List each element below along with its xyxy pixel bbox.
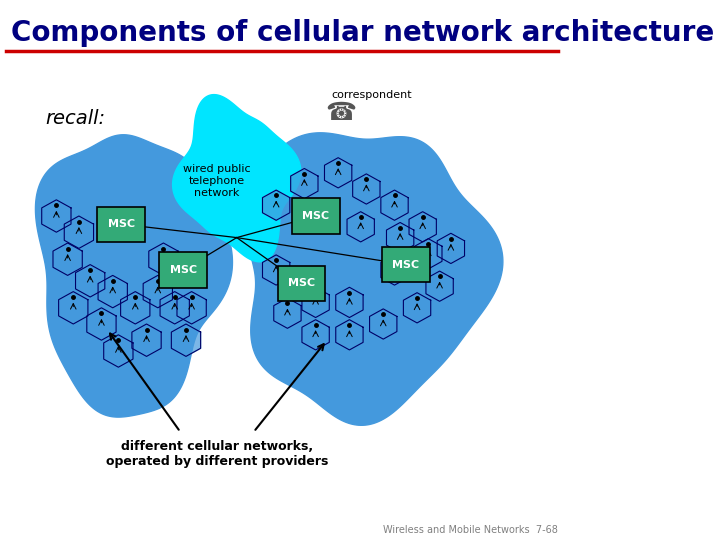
Text: Components of cellular network architecture: Components of cellular network architect… — [12, 19, 714, 47]
Polygon shape — [325, 158, 352, 188]
Polygon shape — [274, 298, 301, 328]
Text: correspondent: correspondent — [332, 90, 413, 99]
Polygon shape — [121, 292, 150, 324]
Polygon shape — [263, 255, 290, 285]
Polygon shape — [291, 168, 318, 199]
Polygon shape — [76, 265, 105, 297]
Polygon shape — [437, 233, 464, 264]
FancyBboxPatch shape — [278, 266, 325, 301]
Text: MSC: MSC — [302, 211, 329, 221]
Text: recall:: recall: — [45, 109, 105, 129]
Polygon shape — [35, 135, 233, 417]
Text: different cellular networks,
operated by different providers: different cellular networks, operated by… — [106, 440, 328, 468]
Polygon shape — [149, 243, 178, 275]
Polygon shape — [245, 133, 503, 426]
Polygon shape — [353, 174, 380, 204]
Polygon shape — [132, 324, 161, 356]
Polygon shape — [173, 94, 301, 262]
Text: MSC: MSC — [392, 260, 419, 269]
Polygon shape — [53, 243, 82, 275]
Polygon shape — [381, 255, 408, 285]
Polygon shape — [403, 293, 431, 323]
Polygon shape — [143, 275, 173, 308]
Polygon shape — [381, 190, 408, 220]
Text: MSC: MSC — [107, 219, 135, 229]
Polygon shape — [387, 222, 414, 253]
Polygon shape — [87, 308, 116, 340]
Polygon shape — [302, 320, 329, 350]
Polygon shape — [263, 190, 290, 220]
Text: ☎: ☎ — [325, 102, 356, 125]
Polygon shape — [336, 287, 363, 318]
Polygon shape — [171, 324, 201, 356]
Polygon shape — [369, 309, 397, 339]
Polygon shape — [426, 271, 454, 301]
Polygon shape — [415, 239, 442, 269]
Polygon shape — [42, 200, 71, 232]
Polygon shape — [302, 287, 329, 318]
FancyBboxPatch shape — [382, 247, 430, 282]
FancyBboxPatch shape — [97, 206, 145, 241]
Polygon shape — [58, 292, 88, 324]
Polygon shape — [64, 216, 94, 248]
Text: Wireless and Mobile Networks  7-68: Wireless and Mobile Networks 7-68 — [383, 524, 558, 535]
Polygon shape — [336, 320, 363, 350]
FancyBboxPatch shape — [292, 198, 340, 233]
Polygon shape — [177, 292, 206, 324]
Polygon shape — [98, 275, 127, 308]
Polygon shape — [409, 212, 436, 242]
Text: MSC: MSC — [170, 265, 197, 275]
Polygon shape — [104, 335, 133, 367]
Text: MSC: MSC — [288, 279, 315, 288]
Polygon shape — [347, 212, 374, 242]
FancyBboxPatch shape — [159, 252, 207, 287]
Polygon shape — [160, 292, 189, 324]
Text: wired public
telephone
network: wired public telephone network — [183, 164, 251, 198]
